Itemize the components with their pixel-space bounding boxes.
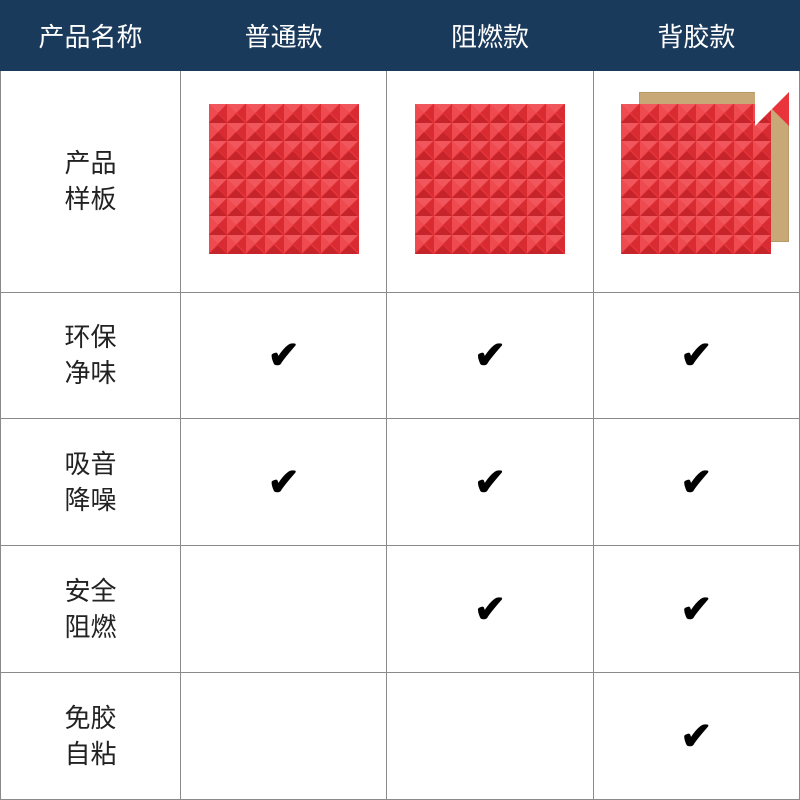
row-label: 安全阻燃 [1, 546, 181, 673]
feature-cell: ✔ [593, 419, 799, 546]
foam-sample [415, 104, 565, 254]
header-product-name: 产品名称 [1, 1, 181, 71]
foam-grid [621, 104, 771, 254]
feature-cell: ✔ [593, 673, 799, 800]
table-row: 免胶自粘 ✔ [1, 673, 800, 800]
feature-cell: ✔ [593, 546, 799, 673]
feature-cell [181, 673, 387, 800]
table-body: 产品样板环保净味 ✔ ✔ ✔ 吸音降噪 ✔ ✔ ✔ 安全阻燃 ✔ ✔ 免胶自粘 ✔ [1, 71, 800, 800]
sample-cell [387, 71, 593, 293]
check-icon: ✔ [474, 589, 506, 631]
check-icon: ✔ [680, 462, 712, 504]
table-row: 环保净味 ✔ ✔ ✔ [1, 292, 800, 419]
table-row: 安全阻燃 ✔ ✔ [1, 546, 800, 673]
header-variant-standard: 普通款 [181, 1, 387, 71]
table-row: 吸音降噪 ✔ ✔ ✔ [1, 419, 800, 546]
feature-cell [181, 546, 387, 673]
feature-cell: ✔ [181, 292, 387, 419]
foam-sample-adhesive [621, 104, 771, 254]
row-label: 产品样板 [1, 71, 181, 293]
feature-cell: ✔ [387, 419, 593, 546]
table-row: 产品样板 [1, 71, 800, 293]
feature-cell: ✔ [387, 292, 593, 419]
check-icon: ✔ [474, 462, 506, 504]
sample-cell [181, 71, 387, 293]
header-row: 产品名称 普通款 阻燃款 背胶款 [1, 1, 800, 71]
row-label: 吸音降噪 [1, 419, 181, 546]
feature-cell: ✔ [181, 419, 387, 546]
row-label: 免胶自粘 [1, 673, 181, 800]
check-icon: ✔ [268, 335, 300, 377]
comparison-table: 产品名称 普通款 阻燃款 背胶款 产品样板环保净味 ✔ ✔ ✔ 吸音降噪 ✔ ✔ ✔ 安全阻燃 ✔… [0, 0, 800, 800]
feature-cell: ✔ [387, 546, 593, 673]
check-icon: ✔ [474, 335, 506, 377]
check-icon: ✔ [680, 335, 712, 377]
row-label: 环保净味 [1, 292, 181, 419]
header-variant-adhesive: 背胶款 [593, 1, 799, 71]
foam-grid [209, 104, 359, 254]
check-icon: ✔ [680, 589, 712, 631]
check-icon: ✔ [268, 462, 300, 504]
check-icon: ✔ [680, 716, 712, 758]
corner-fold-icon [755, 92, 789, 126]
feature-cell [387, 673, 593, 800]
foam-grid [415, 104, 565, 254]
foam-sample [209, 104, 359, 254]
header-variant-flame: 阻燃款 [387, 1, 593, 71]
sample-cell [593, 71, 799, 293]
feature-cell: ✔ [593, 292, 799, 419]
